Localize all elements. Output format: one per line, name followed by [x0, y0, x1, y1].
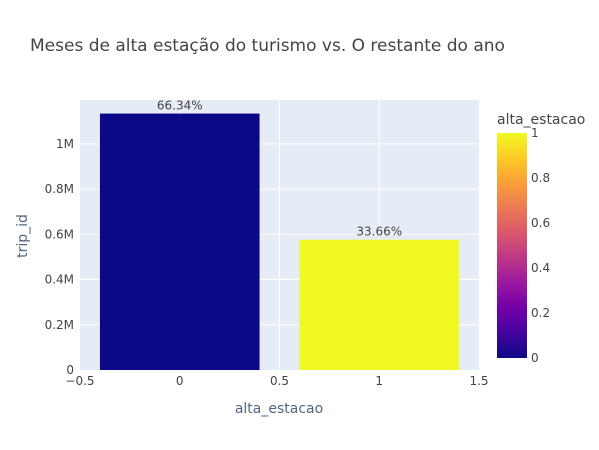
x-tick-label: 0.5 — [270, 374, 289, 388]
y-tick-label: 0.6M — [45, 227, 74, 241]
y-axis-title: trip_id — [15, 214, 31, 258]
x-tick-label: 1 — [375, 374, 383, 388]
bar — [299, 239, 460, 370]
y-axis-ticks: 0 0.2M 0.4M 0.6M 0.8M 1M — [45, 137, 74, 377]
colorbar-title: alta_estacao — [497, 112, 585, 128]
colorbar: alta_estacao 0 0.2 0.4 0.6 0.8 1 — [497, 112, 585, 365]
y-tick-label: 1M — [56, 137, 74, 151]
colorbar-ticks: 0 0.2 0.4 0.6 0.8 1 — [531, 126, 550, 365]
bar-value-label: 33.66% — [356, 225, 402, 239]
x-axis-ticks: −0.5 0 0.5 1 1.5 — [65, 374, 488, 388]
bar-value-label: 66.34% — [157, 99, 203, 113]
colorbar-gradient — [497, 133, 527, 358]
y-tick-label: 0.2M — [45, 318, 74, 332]
x-tick-label: 0 — [176, 374, 184, 388]
bar — [99, 113, 260, 370]
bars — [99, 113, 460, 370]
colorbar-tick-label: 0.4 — [531, 261, 550, 275]
colorbar-tick-label: 0.8 — [531, 171, 550, 185]
y-tick-label: 0.4M — [45, 273, 74, 287]
colorbar-tick-label: 0.6 — [531, 216, 550, 230]
x-tick-label: 1.5 — [469, 374, 488, 388]
colorbar-tick-label: 1 — [531, 126, 539, 140]
colorbar-tick-label: 0.2 — [531, 306, 550, 320]
colorbar-tick-label: 0 — [531, 351, 539, 365]
bar-labels: 66.34% 33.66% — [157, 99, 402, 239]
x-tick-label: −0.5 — [65, 374, 94, 388]
chart-title: Meses de alta estação do turismo vs. O r… — [30, 36, 505, 56]
y-tick-label: 0 — [66, 363, 74, 377]
x-axis-title: alta_estacao — [235, 401, 323, 417]
y-tick-label: 0.8M — [45, 182, 74, 196]
